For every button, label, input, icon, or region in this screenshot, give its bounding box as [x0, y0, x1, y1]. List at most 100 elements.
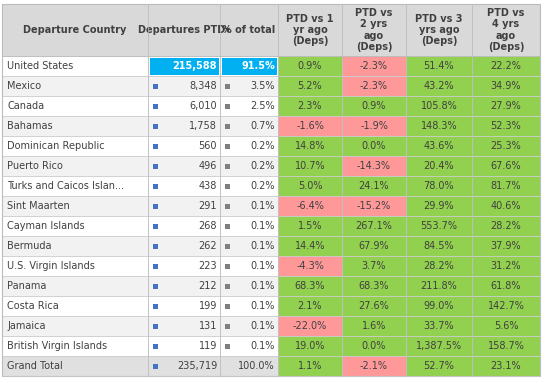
- Text: -6.4%: -6.4%: [296, 201, 324, 211]
- Bar: [220, 256, 278, 276]
- Text: 43.2%: 43.2%: [424, 81, 454, 91]
- Bar: [278, 336, 342, 356]
- Bar: [220, 336, 278, 356]
- Bar: [472, 296, 540, 316]
- Bar: [220, 276, 278, 296]
- Bar: [278, 116, 342, 136]
- Bar: [153, 164, 158, 169]
- Text: Bahamas: Bahamas: [7, 121, 53, 131]
- Text: Canada: Canada: [7, 101, 44, 111]
- Bar: [148, 276, 220, 296]
- Bar: [2, 296, 148, 316]
- Text: 131: 131: [199, 321, 217, 331]
- Bar: [406, 96, 472, 116]
- Bar: [342, 316, 406, 336]
- Bar: [148, 76, 220, 96]
- Bar: [278, 276, 342, 296]
- Bar: [406, 156, 472, 176]
- Text: 10.7%: 10.7%: [295, 161, 325, 171]
- Text: 0.1%: 0.1%: [251, 281, 275, 291]
- Text: 68.3%: 68.3%: [359, 281, 389, 291]
- Text: 0.2%: 0.2%: [250, 181, 275, 191]
- Text: 84.5%: 84.5%: [424, 241, 454, 251]
- Text: -2.3%: -2.3%: [360, 61, 388, 71]
- Text: 1,758: 1,758: [189, 121, 217, 131]
- Text: 2.3%: 2.3%: [298, 101, 322, 111]
- Bar: [406, 4, 472, 56]
- Text: 14.8%: 14.8%: [295, 141, 325, 151]
- Text: 268: 268: [199, 221, 217, 231]
- Bar: [220, 56, 278, 76]
- Bar: [406, 196, 472, 216]
- Text: 496: 496: [199, 161, 217, 171]
- Text: 24.1%: 24.1%: [359, 181, 389, 191]
- Bar: [225, 224, 230, 229]
- Bar: [225, 164, 230, 169]
- Bar: [278, 216, 342, 236]
- Text: 43.6%: 43.6%: [424, 141, 454, 151]
- Bar: [148, 356, 220, 376]
- Text: 1.6%: 1.6%: [362, 321, 386, 331]
- Text: 81.7%: 81.7%: [491, 181, 521, 191]
- Bar: [225, 264, 230, 268]
- Bar: [148, 4, 220, 56]
- Text: 199: 199: [199, 301, 217, 311]
- Bar: [406, 316, 472, 336]
- Text: -1.9%: -1.9%: [360, 121, 388, 131]
- Text: 5.2%: 5.2%: [298, 81, 322, 91]
- Text: 33.7%: 33.7%: [424, 321, 454, 331]
- Text: 5.6%: 5.6%: [494, 321, 518, 331]
- Bar: [472, 76, 540, 96]
- Bar: [278, 96, 342, 116]
- Bar: [278, 256, 342, 276]
- Bar: [342, 216, 406, 236]
- Text: 28.2%: 28.2%: [491, 221, 521, 231]
- Text: 215,588: 215,588: [173, 61, 217, 71]
- Text: Puerto Rico: Puerto Rico: [7, 161, 63, 171]
- Text: 553.7%: 553.7%: [421, 221, 458, 231]
- Bar: [2, 256, 148, 276]
- Bar: [225, 144, 230, 149]
- Bar: [342, 96, 406, 116]
- Text: Jamaica: Jamaica: [7, 321, 46, 331]
- Text: 78.0%: 78.0%: [424, 181, 454, 191]
- Bar: [225, 203, 230, 208]
- Bar: [2, 236, 148, 256]
- Bar: [153, 303, 158, 308]
- Bar: [406, 136, 472, 156]
- Text: 99.0%: 99.0%: [424, 301, 454, 311]
- Bar: [148, 176, 220, 196]
- Text: 291: 291: [199, 201, 217, 211]
- Bar: [153, 224, 158, 229]
- Text: PTD vs 3
yrs ago
(Deps): PTD vs 3 yrs ago (Deps): [415, 14, 463, 46]
- Text: 61.8%: 61.8%: [491, 281, 521, 291]
- Bar: [406, 256, 472, 276]
- Bar: [472, 96, 540, 116]
- Bar: [148, 296, 220, 316]
- Text: Departures PTD▾: Departures PTD▾: [138, 25, 230, 35]
- Text: 223: 223: [199, 261, 217, 271]
- Bar: [278, 196, 342, 216]
- Bar: [220, 136, 278, 156]
- Text: -14.3%: -14.3%: [357, 161, 391, 171]
- Bar: [278, 356, 342, 376]
- Bar: [2, 96, 148, 116]
- Text: 119: 119: [199, 341, 217, 351]
- Text: 1.1%: 1.1%: [298, 361, 322, 371]
- Text: -1.6%: -1.6%: [296, 121, 324, 131]
- Bar: [278, 4, 342, 56]
- Text: 27.6%: 27.6%: [359, 301, 389, 311]
- Text: 158.7%: 158.7%: [487, 341, 525, 351]
- Text: 22.2%: 22.2%: [491, 61, 521, 71]
- Text: 2.1%: 2.1%: [298, 301, 322, 311]
- Text: -2.1%: -2.1%: [360, 361, 388, 371]
- Text: 0.2%: 0.2%: [250, 141, 275, 151]
- Text: % of total: % of total: [222, 25, 276, 35]
- Text: 0.2%: 0.2%: [250, 161, 275, 171]
- Text: 235,719: 235,719: [177, 361, 217, 371]
- Bar: [342, 196, 406, 216]
- Text: 0.0%: 0.0%: [362, 141, 386, 151]
- Bar: [153, 183, 158, 188]
- Bar: [406, 296, 472, 316]
- Bar: [148, 96, 220, 116]
